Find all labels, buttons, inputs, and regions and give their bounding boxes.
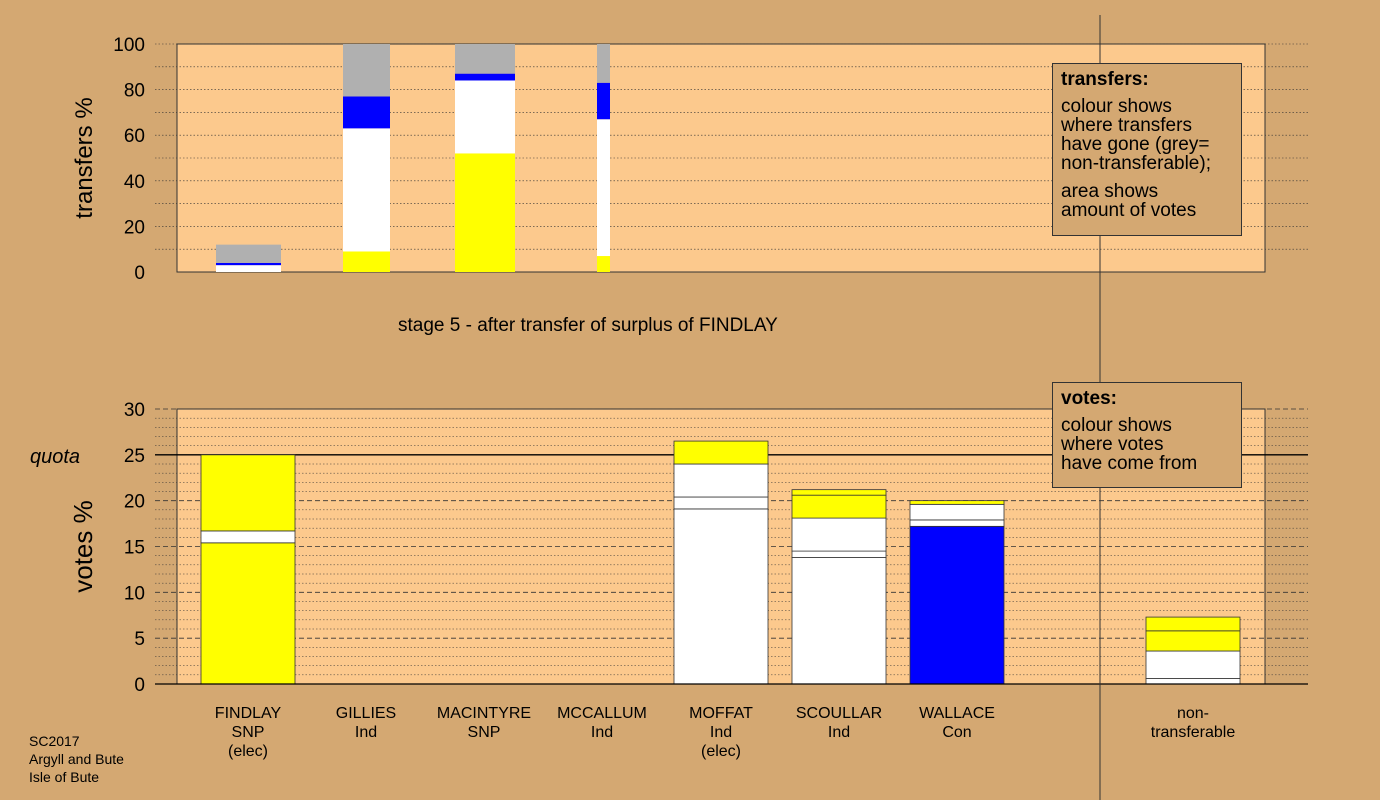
votes-bar-segment xyxy=(200,454,296,532)
candidate-label: non-transferable xyxy=(1150,705,1236,741)
footer-line: Isle of Bute xyxy=(29,769,100,785)
votes-tick-label: 30 xyxy=(124,400,145,421)
votes-bar-segment xyxy=(200,542,296,685)
candidate-label: FINDLAY SNP (elec) xyxy=(214,705,282,760)
votes-bar-segment xyxy=(673,496,769,510)
votes-bar-segment xyxy=(673,440,769,465)
transfers-legend: transfers: colour shows where transfers … xyxy=(1052,63,1242,236)
votes-bar-segment xyxy=(1145,650,1241,679)
transfers-bar-segment xyxy=(216,244,281,263)
votes-tick-label: 10 xyxy=(124,583,145,604)
transfers-bar-segment xyxy=(455,153,515,272)
transfers-bar-segment xyxy=(455,80,515,154)
transfers-legend-line: have gone (grey= xyxy=(1061,134,1210,155)
votes-bar-segment xyxy=(1145,678,1241,685)
transfers-axis-label: transfers % xyxy=(71,97,98,218)
transfers-bar-segment xyxy=(597,119,610,257)
transfers-bar-segment xyxy=(343,128,390,252)
transfers-legend-line: where transfers xyxy=(1061,115,1192,136)
stage-title: stage 5 - after transfer of surplus of F… xyxy=(398,315,778,336)
candidate-label: MCCALLUM Ind xyxy=(557,705,647,741)
votes-bar-segment xyxy=(200,530,296,544)
transfers-bar-segment xyxy=(216,262,281,266)
candidate-label: SCOULLAR Ind xyxy=(795,705,883,741)
candidate-label: WALLACE Con xyxy=(919,705,995,741)
votes-bar-segment xyxy=(673,463,769,498)
candidate-label: MOFFAT Ind (elec) xyxy=(689,705,753,760)
footer: SC2017 Argyll and Bute Isle of Bute xyxy=(29,732,124,786)
votes-legend-heading: votes: xyxy=(1061,388,1117,409)
transfers-bar-segment xyxy=(455,44,515,74)
transfers-bar-segment xyxy=(343,44,390,97)
transfers-legend-line: non-transferable); xyxy=(1061,153,1211,174)
votes-legend: votes: colour shows where votes have com… xyxy=(1052,382,1242,488)
candidate-label: MACINTYRE SNP xyxy=(436,705,532,741)
votes-tick-label: 0 xyxy=(134,675,145,696)
transfers-bar-segment xyxy=(216,265,281,272)
transfers-tick-label: 60 xyxy=(124,126,145,147)
candidate-label: GILLIES Ind xyxy=(335,705,397,741)
votes-bar-segment xyxy=(673,508,769,685)
transfers-tick-label: 0 xyxy=(134,263,145,284)
footer-line: Argyll and Bute xyxy=(29,751,124,767)
transfers-tick-label: 80 xyxy=(124,81,145,102)
votes-bar-segment xyxy=(909,500,1005,505)
votes-bar-segment xyxy=(909,525,1005,685)
votes-bar-segment xyxy=(909,503,1005,521)
transfers-legend-line: amount of votes xyxy=(1061,200,1197,221)
votes-bar-segment xyxy=(1145,616,1241,632)
transfers-tick-label: 100 xyxy=(113,35,145,56)
votes-legend-line: colour shows xyxy=(1061,415,1172,436)
votes-tick-label: 25 xyxy=(124,446,145,467)
votes-axis-label: votes % xyxy=(68,500,98,593)
votes-legend-line: have come from xyxy=(1061,453,1198,474)
votes-bar-segment xyxy=(909,519,1005,527)
votes-legend-line: where votes xyxy=(1061,434,1164,455)
transfers-bar-segment xyxy=(597,256,610,272)
votes-bar-segment xyxy=(791,489,887,496)
quota-label: quota xyxy=(30,446,80,468)
transfers-bar-segment xyxy=(343,251,390,272)
votes-tick-label: 5 xyxy=(134,629,145,650)
votes-bar-segment xyxy=(791,517,887,552)
transfers-bar-segment xyxy=(597,82,610,120)
transfers-bar-segment xyxy=(597,44,610,83)
footer-line: SC2017 xyxy=(29,733,80,749)
votes-tick-label: 20 xyxy=(124,492,145,513)
votes-bar-segment xyxy=(791,550,887,558)
transfers-tick-label: 40 xyxy=(124,172,145,193)
votes-tick-label: 15 xyxy=(124,538,145,559)
transfers-bar-segment xyxy=(343,96,390,129)
transfers-tick-label: 20 xyxy=(124,217,145,238)
transfers-legend-line: colour shows xyxy=(1061,96,1172,117)
transfers-legend-heading: transfers: xyxy=(1061,69,1149,90)
votes-bar-segment xyxy=(791,557,887,685)
transfers-bar-segment xyxy=(455,73,515,81)
votes-bar-segment xyxy=(1145,630,1241,652)
votes-bar-segment xyxy=(791,494,887,519)
transfers-legend-line: area shows xyxy=(1061,181,1159,202)
